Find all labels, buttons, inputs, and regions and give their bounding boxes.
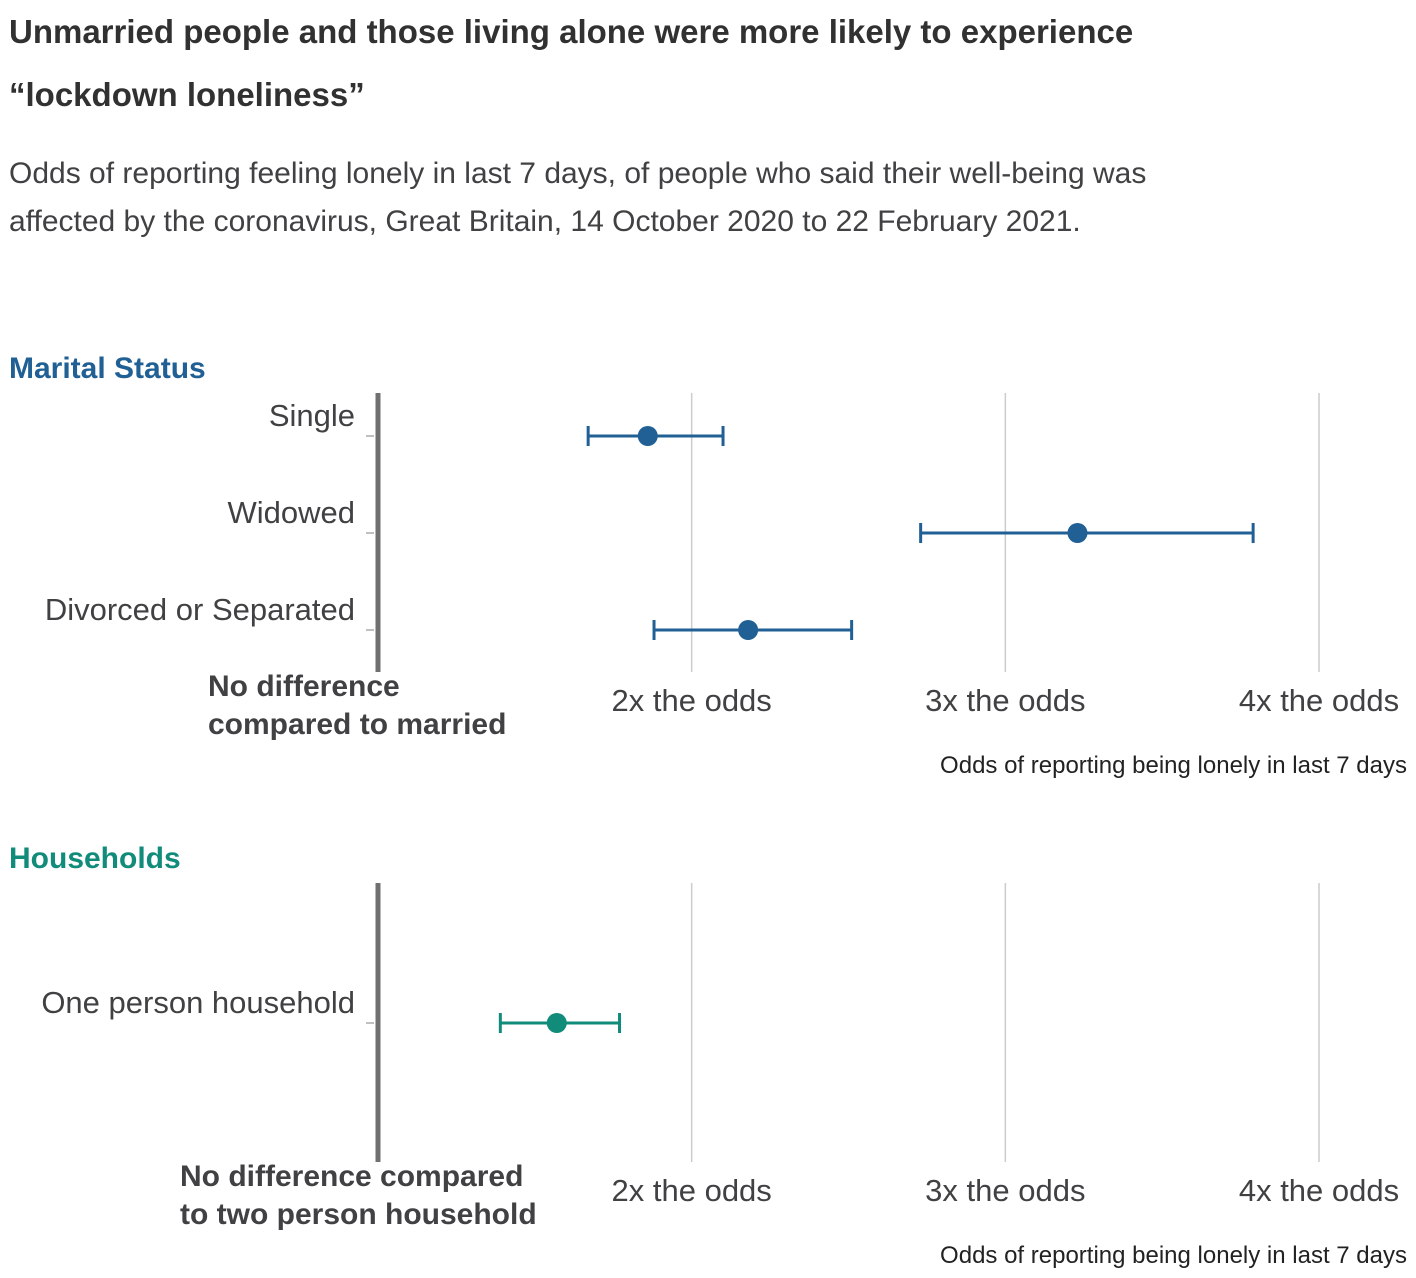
x-tick-label: 3x the odds <box>925 1173 1085 1208</box>
x-tick-label: 2x the odds <box>612 1173 772 1208</box>
estimate-point <box>738 620 759 640</box>
households-chart: 2x the odds 3x the odds 4x the odds No diff… <box>41 883 1407 1269</box>
households-title: Households <box>9 842 181 875</box>
baseline-label: No difference <box>208 670 400 703</box>
x-tick-label: 3x the odds <box>925 683 1085 718</box>
x-tick-label: 4x the odds <box>1239 683 1399 718</box>
estimate-point <box>1067 523 1088 543</box>
baseline-label: No difference compared <box>180 1160 523 1193</box>
estimate-point <box>546 1013 567 1033</box>
baseline-label: to two person household <box>180 1198 537 1231</box>
x-axis-title: Odds of reporting being lonely in last 7… <box>940 1242 1407 1269</box>
x-axis-title: Odds of reporting being lonely in last 7… <box>940 752 1407 779</box>
marital-status-title: Marital Status <box>9 352 206 385</box>
category-label: Divorced or Separated <box>45 592 355 627</box>
chart-subtitle: Odds of reporting feeling lonely in last… <box>9 157 1147 238</box>
marital-status-chart: 2x the odds 3x the odds 4x the odds No diff… <box>45 393 1407 779</box>
x-tick-label: 2x the odds <box>612 683 772 718</box>
category-label: Single <box>269 398 355 433</box>
chart-title: Unmarried people and those living alone … <box>9 13 1134 113</box>
estimate-point <box>637 426 658 446</box>
category-label: One person household <box>41 985 355 1020</box>
baseline-label: compared to married <box>208 708 506 741</box>
x-tick-label: 4x the odds <box>1239 1173 1399 1208</box>
category-label: Widowed <box>228 495 356 530</box>
